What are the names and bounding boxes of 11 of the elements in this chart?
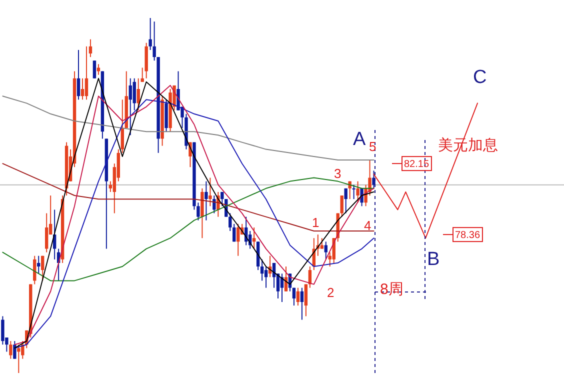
annotation: 3 (334, 166, 342, 181)
annotation: 78.36 (455, 230, 480, 242)
annotation: 82.15 (404, 159, 430, 170)
annotation: 1 (312, 215, 320, 230)
annotation: 2 (327, 285, 334, 300)
annotation: 4 (364, 218, 372, 233)
annotation: A (353, 129, 366, 150)
annotation: 8周 (380, 281, 404, 298)
annotation: B (427, 249, 440, 270)
annotation: C (473, 67, 487, 88)
annotation: 5 (369, 139, 376, 154)
